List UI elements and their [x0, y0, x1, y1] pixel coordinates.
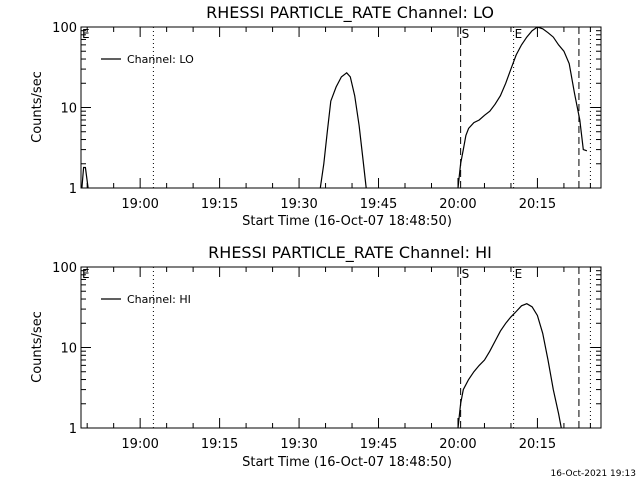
x-tick-label: 20:00: [439, 437, 476, 452]
legend-entry: Channel: HI: [127, 293, 191, 306]
x-tick-label: 20:00: [439, 197, 476, 212]
time-marker-label: S: [462, 267, 470, 281]
x-tick-label: 19:00: [121, 197, 158, 212]
time-marker-label: E: [515, 267, 523, 281]
plot-frame: [80, 26, 602, 189]
time-marker-label: E: [82, 267, 90, 281]
series-line: [457, 26, 588, 189]
series-line: [81, 166, 89, 189]
legend-entry: Channel: LO: [127, 53, 194, 66]
plot-area: 1 10 100 19:00 19:15 19:30 19:45 20:00 20:15 E S E C…: [52, 261, 602, 452]
y-tick-label: 10: [60, 342, 77, 357]
x-tick-label: 19:45: [360, 197, 397, 212]
y-axis-label: Counts/sec: [30, 71, 45, 143]
hi-channel-panel: RHESSI PARTICLE_RATE Channel: HI Counts/…: [30, 243, 602, 470]
x-tick-label: 20:15: [519, 197, 556, 212]
x-tick-label: 19:15: [201, 437, 238, 452]
x-tick-label: 19:00: [121, 437, 158, 452]
time-marker-label: E: [515, 27, 523, 41]
series-line: [457, 303, 562, 429]
x-tick-label: 19:30: [280, 197, 317, 212]
chart-title: RHESSI PARTICLE_RATE Channel: HI: [208, 243, 492, 263]
plot-area: 1 10 100 19:00 19:15 19:30 19:45 20:00 20:15 E S E C…: [52, 21, 602, 212]
chart-title: RHESSI PARTICLE_RATE Channel: LO: [206, 3, 494, 23]
time-marker-label: S: [462, 27, 470, 41]
series-line: [319, 71, 367, 189]
x-tick-label: 19:15: [201, 197, 238, 212]
footer-timestamp: 16-Oct-2021 19:13: [551, 469, 636, 479]
x-tick-label: 19:45: [360, 437, 397, 452]
y-axis-label: Counts/sec: [30, 311, 45, 383]
y-tick-label: 100: [52, 21, 77, 36]
plot-frame: [80, 266, 602, 429]
y-tick-label: 10: [60, 102, 77, 117]
y-tick-label: 1: [69, 182, 77, 197]
lo-channel-panel: RHESSI PARTICLE_RATE Channel: LO Counts/…: [30, 3, 602, 229]
y-tick-label: 1: [69, 422, 77, 437]
x-axis-label: Start Time (16-Oct-07 18:48:50): [242, 214, 452, 229]
y-tick-label: 100: [52, 261, 77, 276]
x-axis-label: Start Time (16-Oct-07 18:48:50): [242, 455, 452, 470]
x-tick-label: 20:15: [519, 437, 556, 452]
x-tick-label: 19:30: [280, 437, 317, 452]
time-marker-label: E: [82, 27, 90, 41]
